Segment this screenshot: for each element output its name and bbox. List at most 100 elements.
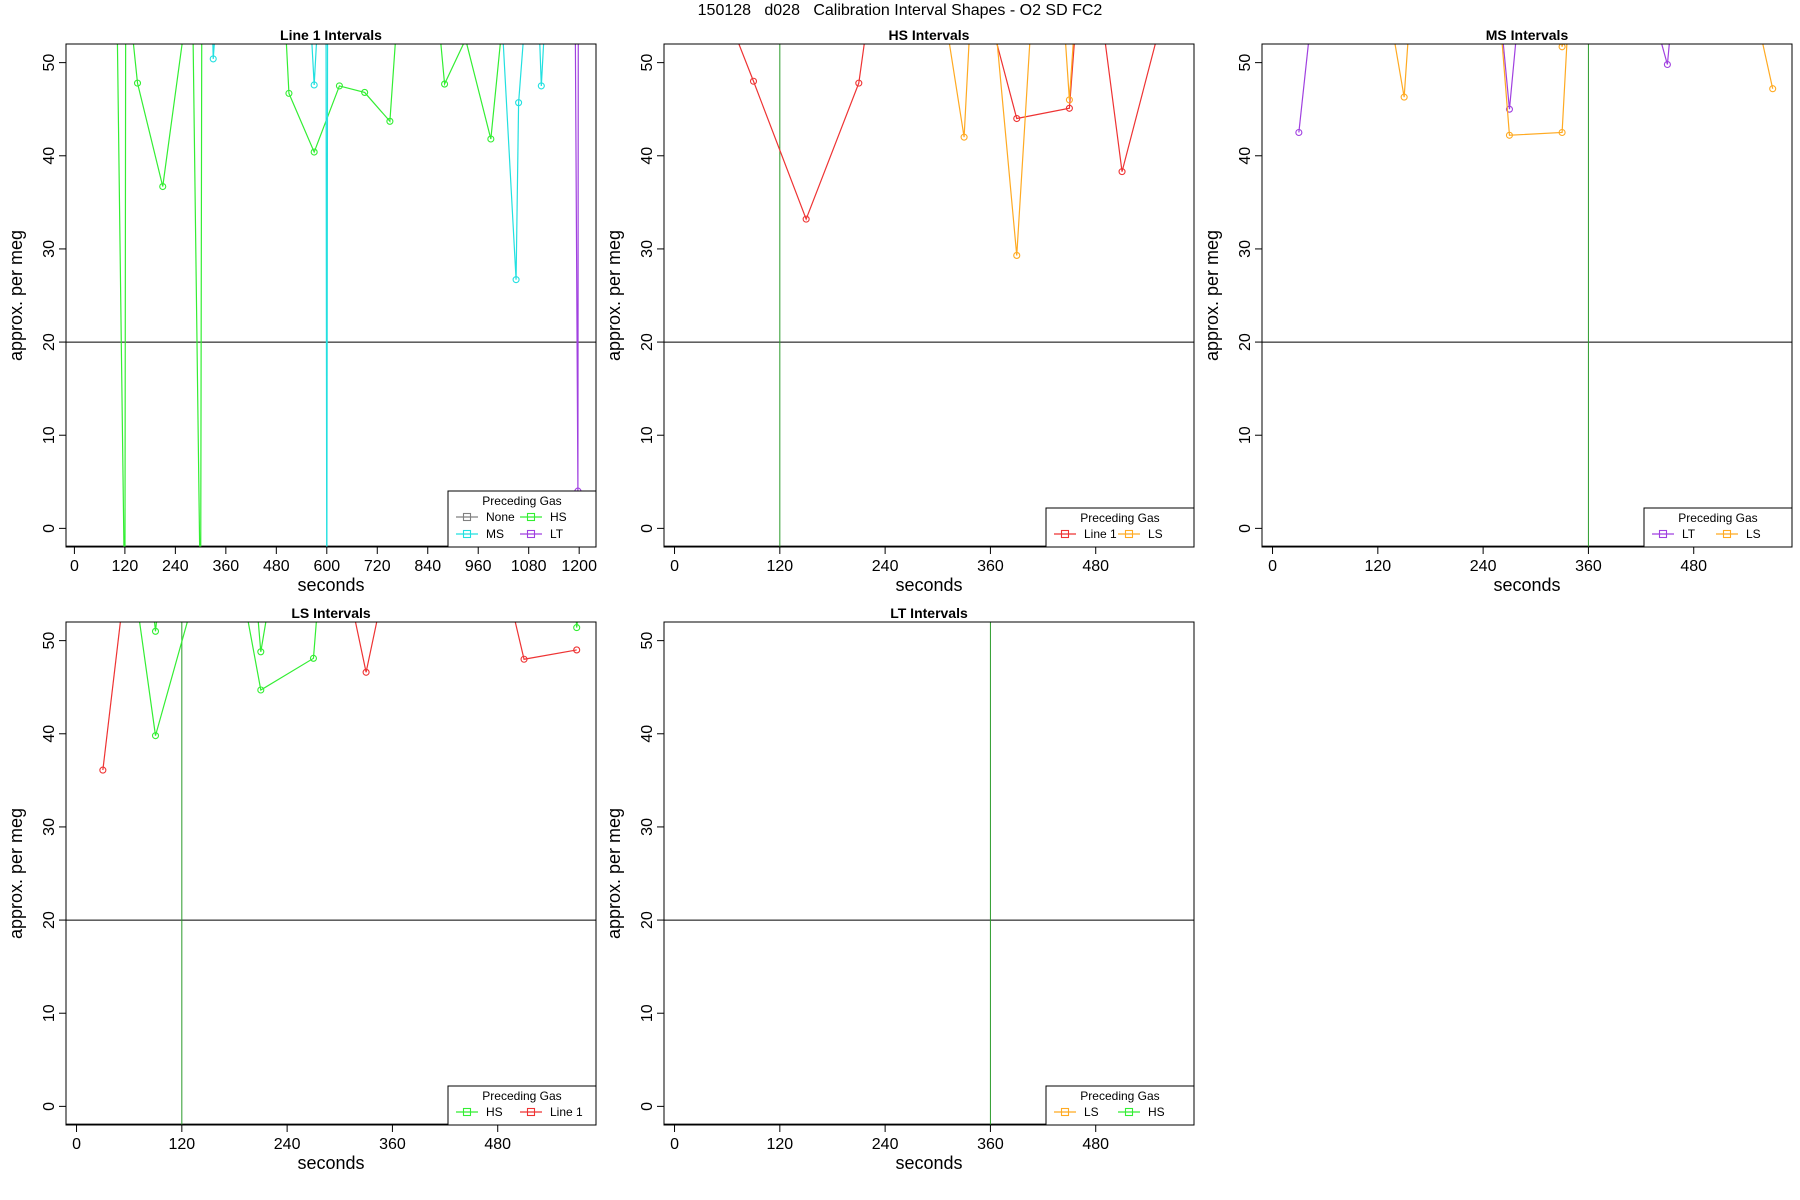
plot-frame <box>663 43 1195 548</box>
y-tick-label: 0 <box>41 524 58 533</box>
panel-title: MS Intervals <box>1486 27 1569 43</box>
data-point <box>487 135 495 143</box>
x-tick-label: 240 <box>872 558 899 575</box>
legend-title: Preceding Gas <box>1678 511 1757 525</box>
legend-entry-label: LT <box>1682 527 1696 541</box>
legend-title: Preceding Gas <box>1080 1089 1159 1103</box>
legend-box <box>447 1085 597 1126</box>
y-tick-label: 50 <box>41 54 58 72</box>
data-point <box>1663 60 1671 69</box>
y-axis-label: approx. per meg <box>6 808 26 939</box>
legend-swatch-marker <box>1060 529 1070 539</box>
data-point <box>1769 85 1777 93</box>
legend-swatch-marker <box>526 1107 536 1117</box>
legend-swatch-marker <box>462 1107 472 1117</box>
y-tick-label: 50 <box>639 54 656 72</box>
series-line-hs <box>153 622 158 632</box>
plot-frame <box>65 43 597 548</box>
series-line-hs <box>440 44 501 140</box>
y-tick-label: 40 <box>639 725 656 743</box>
series-line-hs <box>564 0 575 35</box>
data-point <box>1400 93 1408 101</box>
x-tick-label: 720 <box>364 558 391 575</box>
y-tick-label: 0 <box>41 1102 58 1111</box>
legend-box <box>1045 1085 1195 1126</box>
x-axis-label: seconds <box>1493 575 1560 595</box>
y-tick-label: 50 <box>1237 54 1254 72</box>
legend-entry-label: LT <box>550 527 564 541</box>
plot-area <box>664 622 1194 1125</box>
y-tick-label: 40 <box>41 725 58 743</box>
data-point <box>441 80 449 88</box>
data-point <box>285 89 293 97</box>
y-axis-label: approx. per meg <box>604 808 624 939</box>
x-tick-label: 480 <box>1680 558 1707 575</box>
plot-frame <box>65 621 597 1126</box>
y-tick-label: 10 <box>41 1004 58 1022</box>
x-tick-label: 120 <box>168 1136 195 1153</box>
series-line-line-1 <box>514 622 577 660</box>
y-tick-label: 50 <box>41 632 58 650</box>
data-point <box>537 82 545 90</box>
x-tick-label: 360 <box>212 558 239 575</box>
y-tick-label: 10 <box>1237 426 1254 444</box>
chart-panel-4: LS Intervals 0 10 20 30 40 50 0 120 240 360 480 seco… <box>6 605 597 1173</box>
y-tick-label: 30 <box>1237 240 1254 258</box>
legend-box <box>447 490 597 548</box>
legend-title: Preceding Gas <box>1080 511 1159 525</box>
x-tick-label: 1080 <box>511 558 547 575</box>
series-line-hs <box>257 622 267 652</box>
x-tick-label: 600 <box>313 558 340 575</box>
data-point <box>749 77 758 85</box>
x-tick-label: 960 <box>465 558 492 575</box>
legend-entry-label: None <box>486 510 515 524</box>
data-point <box>310 81 318 89</box>
y-tick-label: 10 <box>639 1004 656 1022</box>
x-tick-label: 240 <box>162 558 189 575</box>
legend-swatch-marker <box>1722 529 1732 539</box>
y-tick-label: 50 <box>639 632 656 650</box>
y-tick-label: 30 <box>639 818 656 836</box>
y-axis-label: approx. per meg <box>1202 230 1222 361</box>
series-line-ls <box>1501 44 1568 136</box>
data-point <box>1295 128 1303 137</box>
series-line-hs <box>575 622 578 628</box>
x-tick-label: 360 <box>977 558 1004 575</box>
x-axis-label: seconds <box>895 1153 962 1173</box>
y-tick-label: 40 <box>1237 147 1254 165</box>
legend-entry-label: LS <box>1148 527 1163 541</box>
chart-panel-3: MS Intervals 0 10 20 30 40 50 0 120 240 360 480 seco… <box>1202 27 1793 595</box>
data-point <box>257 648 265 656</box>
x-tick-label: 120 <box>112 558 139 575</box>
x-tick-label: 120 <box>1364 558 1391 575</box>
series-line-lt <box>1661 44 1670 65</box>
x-tick-label: 240 <box>872 1136 899 1153</box>
x-axis-label: seconds <box>895 575 962 595</box>
legend: Preceding Gas None HS MS LT <box>447 490 597 548</box>
data-point <box>1505 105 1514 113</box>
series-line-ms <box>502 44 524 280</box>
x-tick-label: 360 <box>379 1136 406 1153</box>
legend-entry-label: LS <box>1084 1105 1099 1119</box>
legend-box <box>1643 507 1793 548</box>
y-tick-label: 30 <box>41 818 58 836</box>
data-point <box>512 276 520 284</box>
plot-area <box>66 622 596 1125</box>
x-tick-label: 480 <box>1082 1136 1109 1153</box>
chart-panel-1: Line 1 Intervals 0 10 20 30 40 50 0 120 240 360 480… <box>6 0 597 595</box>
legend: Preceding Gas Line 1 LS <box>1045 507 1195 548</box>
series-line-line-1 <box>996 44 1075 120</box>
legend: Preceding Gas HS Line 1 <box>447 1085 597 1126</box>
series-line-hs <box>247 622 317 691</box>
x-tick-label: 120 <box>766 558 793 575</box>
series-line-lt <box>574 44 579 492</box>
y-axis-label: approx. per meg <box>604 230 624 361</box>
data-point <box>257 686 265 694</box>
x-tick-label: 360 <box>1575 558 1602 575</box>
series-line-ms <box>212 44 215 59</box>
data-point <box>1118 168 1126 176</box>
data-point <box>159 182 167 191</box>
x-tick-label: 0 <box>670 1136 679 1153</box>
y-tick-label: 20 <box>639 911 656 929</box>
data-point <box>133 79 142 87</box>
